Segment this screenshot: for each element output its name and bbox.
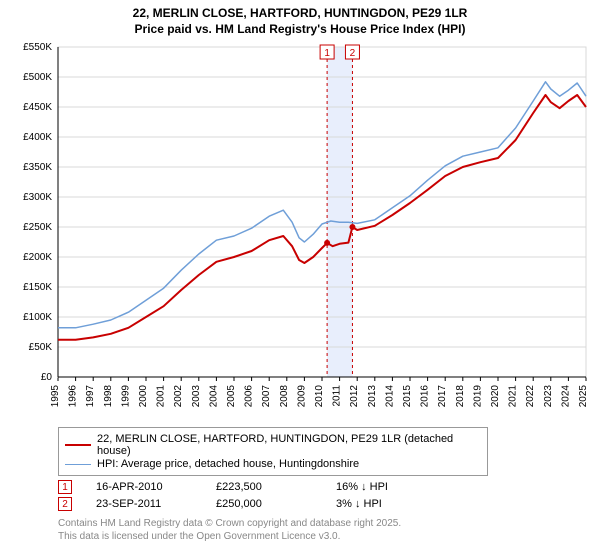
svg-text:2022: 2022 [525, 385, 536, 408]
transaction-delta-2: 3% ↓ HPI [336, 498, 416, 510]
svg-text:£150K: £150K [23, 282, 52, 293]
svg-text:£200K: £200K [23, 252, 52, 263]
svg-text:1998: 1998 [103, 385, 114, 408]
title-block: 22, MERLIN CLOSE, HARTFORD, HUNTINGDON, … [8, 6, 592, 37]
svg-text:2025: 2025 [578, 385, 589, 408]
chart-plot-area: £0 £50K £100K £150K £200K £250K £300K £350K £400… [8, 41, 592, 421]
svg-text:1995: 1995 [50, 385, 61, 408]
legend-label-hpi: HPI: Average price, detached house, Hunt… [97, 458, 359, 470]
svg-text:2009: 2009 [296, 385, 307, 408]
svg-text:£100K: £100K [23, 312, 52, 323]
legend-item-hpi: HPI: Average price, detached house, Hunt… [65, 458, 481, 470]
legend-swatch-hpi [65, 464, 91, 465]
svg-text:1999: 1999 [120, 385, 131, 408]
svg-text:2: 2 [350, 48, 356, 59]
svg-text:1: 1 [324, 48, 330, 59]
svg-text:2024: 2024 [560, 385, 571, 408]
svg-text:2012: 2012 [349, 385, 360, 408]
svg-text:2011: 2011 [332, 385, 343, 407]
svg-text:1996: 1996 [68, 385, 79, 408]
svg-text:2016: 2016 [420, 385, 431, 408]
svg-text:2023: 2023 [543, 385, 554, 408]
svg-text:2000: 2000 [138, 385, 149, 408]
title-line-1: 22, MERLIN CLOSE, HARTFORD, HUNTINGDON, … [8, 6, 592, 22]
svg-text:2017: 2017 [437, 385, 448, 408]
transaction-date-2: 23-SEP-2011 [96, 498, 216, 510]
svg-text:2015: 2015 [402, 385, 413, 408]
transaction-marker-1: 1 [58, 480, 72, 494]
transaction-date-1: 16-APR-2010 [96, 481, 216, 493]
transaction-marker-1-idx: 1 [62, 482, 68, 493]
svg-text:2004: 2004 [208, 385, 219, 408]
transaction-price-2: £250,000 [216, 498, 336, 510]
svg-text:2019: 2019 [472, 385, 483, 408]
transaction-marker-2-idx: 2 [62, 499, 68, 510]
svg-text:£50K: £50K [29, 342, 53, 353]
transaction-delta-1: 16% ↓ HPI [336, 481, 416, 493]
svg-text:£500K: £500K [23, 72, 52, 83]
svg-text:1997: 1997 [85, 385, 96, 408]
svg-text:2021: 2021 [508, 385, 519, 408]
footer-line-1: Contains HM Land Registry data © Crown c… [58, 517, 588, 530]
svg-text:2010: 2010 [314, 385, 325, 408]
title-line-2: Price paid vs. HM Land Registry's House … [8, 22, 592, 38]
svg-text:2003: 2003 [191, 385, 202, 408]
transaction-marker-2: 2 [58, 497, 72, 511]
svg-text:2008: 2008 [279, 385, 290, 408]
legend-swatch-price-paid [65, 444, 91, 446]
footer: Contains HM Land Registry data © Crown c… [58, 517, 588, 543]
legend-label-price-paid: 22, MERLIN CLOSE, HARTFORD, HUNTINGDON, … [97, 433, 481, 457]
svg-text:£450K: £450K [23, 102, 52, 113]
transactions-table: 1 16-APR-2010 £223,500 16% ↓ HPI 2 23-SE… [58, 480, 588, 511]
svg-text:2001: 2001 [156, 385, 167, 408]
svg-text:2018: 2018 [455, 385, 466, 408]
chart-container: 22, MERLIN CLOSE, HARTFORD, HUNTINGDON, … [0, 0, 600, 560]
svg-text:2006: 2006 [244, 385, 255, 408]
svg-text:£550K: £550K [23, 42, 52, 53]
transaction-row-1: 1 16-APR-2010 £223,500 16% ↓ HPI [58, 480, 588, 494]
legend-box: 22, MERLIN CLOSE, HARTFORD, HUNTINGDON, … [58, 427, 488, 476]
svg-text:2014: 2014 [384, 385, 395, 408]
svg-text:£350K: £350K [23, 162, 52, 173]
svg-text:2007: 2007 [261, 385, 272, 408]
legend-item-price-paid: 22, MERLIN CLOSE, HARTFORD, HUNTINGDON, … [65, 433, 481, 457]
chart-svg: £0 £50K £100K £150K £200K £250K £300K £350K £400… [8, 41, 592, 421]
svg-text:2002: 2002 [173, 385, 184, 408]
svg-text:£300K: £300K [23, 192, 52, 203]
transaction-row-2: 2 23-SEP-2011 £250,000 3% ↓ HPI [58, 497, 588, 511]
svg-text:£400K: £400K [23, 132, 52, 143]
svg-text:2013: 2013 [367, 385, 378, 408]
footer-line-2: This data is licensed under the Open Gov… [58, 530, 588, 543]
svg-text:2020: 2020 [490, 385, 501, 408]
transaction-price-1: £223,500 [216, 481, 336, 493]
svg-text:£250K: £250K [23, 222, 52, 233]
svg-text:2005: 2005 [226, 385, 237, 408]
svg-text:£0: £0 [41, 372, 53, 383]
